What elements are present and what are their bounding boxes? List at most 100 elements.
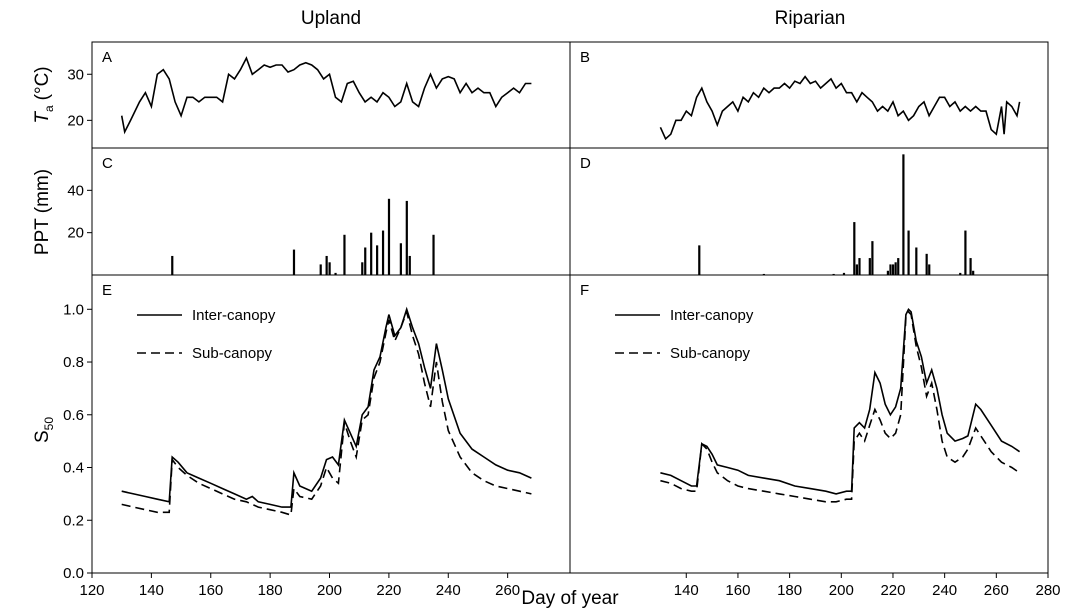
bar (889, 264, 892, 275)
panel-frame (91, 274, 571, 574)
bar (364, 247, 367, 275)
panel-label: E (102, 282, 112, 299)
bar (886, 270, 890, 275)
bar (897, 258, 900, 275)
y-axis-label: Ta (°C) (32, 66, 56, 123)
y-tick-label: 1.0 (63, 301, 84, 318)
bar (969, 258, 972, 275)
y-tick-label: 0.4 (63, 460, 84, 477)
bar (319, 264, 322, 275)
x-tick-label: 260 (984, 582, 1009, 599)
x-tick-label: 200 (829, 582, 854, 599)
x-tick-label: 140 (674, 582, 699, 599)
bar (925, 253, 928, 275)
y-label-subscript: 50 (42, 417, 56, 431)
y-tick-label: 0.0 (63, 565, 84, 582)
x-tick-label: 160 (725, 582, 750, 599)
bar (361, 262, 364, 275)
bar (868, 258, 871, 275)
bar (902, 154, 905, 275)
legend-label: Inter-canopy (670, 307, 754, 324)
bar (698, 245, 701, 275)
bar (343, 234, 346, 275)
bar (376, 245, 379, 275)
bar (894, 262, 897, 275)
bar (408, 255, 411, 275)
y-tick-label: 0.8 (63, 354, 84, 371)
x-axis-label: Day of year (521, 588, 619, 609)
bar (915, 247, 918, 275)
bar (832, 273, 835, 275)
x-tick-label: 220 (376, 582, 401, 599)
x-tick-label: 160 (198, 582, 223, 599)
bar (858, 258, 861, 275)
bar (387, 198, 391, 275)
panel-label: B (580, 49, 590, 66)
y-tick-label: 20 (67, 225, 84, 242)
bar (871, 241, 874, 275)
panel-frame (569, 274, 1049, 574)
y-label-symbol: T (32, 111, 53, 124)
column-title: Upland (301, 8, 361, 29)
bar (405, 200, 408, 275)
bar (891, 264, 895, 275)
y-tick-label: 0.6 (63, 407, 84, 424)
panel-frame (569, 147, 1049, 276)
y-tick-label: 40 (67, 182, 84, 199)
y-label-unit: (°C) (32, 66, 53, 100)
panel-frame (91, 147, 571, 276)
bar (292, 249, 296, 275)
bar (334, 272, 337, 275)
bar (855, 264, 858, 275)
bar (842, 272, 846, 275)
legend-label: Sub-canopy (670, 345, 751, 362)
line (660, 310, 1021, 503)
line (660, 307, 1021, 495)
bar (370, 232, 373, 275)
panel-frame (91, 41, 571, 149)
panel-label: A (102, 49, 112, 66)
panel-label: C (102, 155, 113, 172)
x-tick-label: 140 (139, 582, 164, 599)
bar (171, 255, 174, 275)
x-tick-label: 280 (1035, 582, 1060, 599)
y-tick-label: 20 (67, 112, 84, 129)
column-title: Riparian (775, 8, 846, 29)
line (120, 56, 532, 135)
y-tick-label: 30 (67, 66, 84, 83)
bar (928, 264, 931, 275)
y-label-subscript: a (42, 105, 56, 112)
bar (325, 255, 328, 275)
x-tick-label: 120 (79, 582, 104, 599)
x-tick-label: 240 (436, 582, 461, 599)
panel-label: D (580, 155, 591, 172)
line (121, 309, 532, 517)
bar (853, 222, 856, 275)
line (659, 75, 1021, 141)
bar (328, 262, 331, 275)
y-tick-label: 0.2 (63, 512, 84, 529)
y-label-symbol: S (32, 430, 53, 443)
bar (381, 230, 385, 275)
x-tick-label: 200 (317, 582, 342, 599)
line (121, 306, 532, 508)
y-axis-label: S50 (32, 417, 56, 443)
bar (432, 234, 435, 275)
legend-label: Sub-canopy (192, 345, 273, 362)
x-tick-label: 180 (258, 582, 283, 599)
y-label-text: PPT (mm) (32, 169, 53, 255)
bar (972, 270, 975, 275)
panel-label: F (580, 282, 589, 299)
legend-label: Inter-canopy (192, 307, 276, 324)
y-axis-label: PPT (mm) (32, 169, 53, 255)
bar (762, 273, 765, 275)
panel-frame (569, 41, 1049, 149)
bar (907, 230, 910, 275)
x-tick-label: 220 (880, 582, 905, 599)
x-tick-label: 240 (932, 582, 957, 599)
bar (959, 272, 962, 275)
x-tick-label: 260 (495, 582, 520, 599)
x-tick-label: 180 (777, 582, 802, 599)
